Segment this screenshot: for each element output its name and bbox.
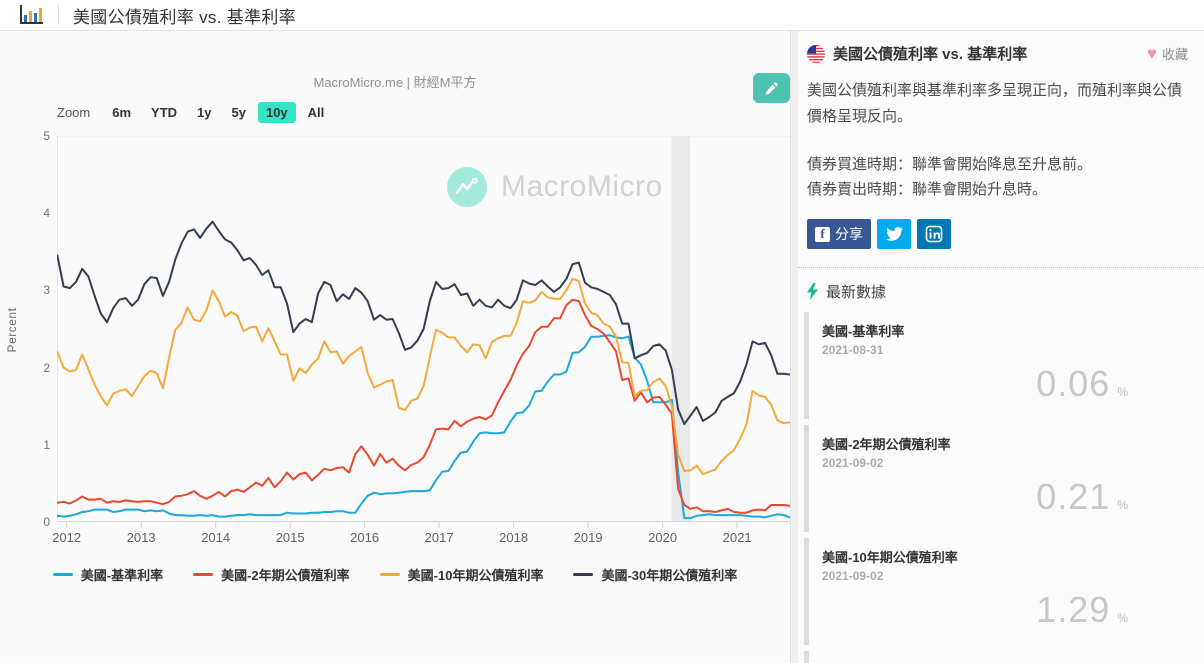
- x-axis-tick-label: 2012: [52, 530, 82, 545]
- favorite-button[interactable]: ♥ 收藏: [1147, 44, 1188, 63]
- y-axis-tick-label: 3: [43, 283, 50, 298]
- latest-data-card: 美國-30年期公債殖利率 2021-09-02 1.91%: [804, 651, 1188, 663]
- legend-item[interactable]: 美國-基準利率: [52, 565, 164, 584]
- legend-label: 美國-10年期公債殖利率: [407, 568, 544, 583]
- linkedin-icon: [925, 225, 943, 243]
- sidebar-scrollbar[interactable]: [791, 31, 798, 663]
- zoom-label: Zoom: [57, 105, 91, 120]
- chart-description: 美國公債殖利率與基準利率多呈現正向，而殖利率與公債價格呈現反向。: [807, 82, 1183, 125]
- sidebar-title: 美國公債殖利率 vs. 基準利率: [833, 46, 1028, 63]
- legend-label: 美國-30年期公債殖利率: [601, 568, 738, 583]
- share-buttons: f 分享: [807, 219, 1188, 250]
- series-line: [56, 277, 791, 476]
- twitter-icon: [885, 227, 903, 241]
- x-axis-tick-label: 2015: [275, 530, 305, 545]
- divider: [798, 267, 1204, 269]
- watermark-text: MacroMicro: [501, 170, 663, 203]
- divider: [58, 5, 59, 25]
- chart-plot-area[interactable]: [56, 135, 791, 533]
- x-axis-tick-label: 2013: [126, 530, 156, 545]
- series-line: [56, 220, 791, 425]
- series-line: [56, 334, 791, 520]
- data-date: 2021-09-02: [822, 456, 884, 471]
- legend-label: 美國-基準利率: [80, 568, 164, 583]
- latest-data-card: 美國-2年期公債殖利率 2021-09-02 0.21%: [804, 425, 1188, 533]
- latest-data-list: 美國-基準利率 2021-08-31 0.06% 美國-2年期公債殖利率 202…: [804, 312, 1188, 663]
- y-axis-tick-label: 1: [43, 437, 50, 452]
- zoom-option-6m[interactable]: 6m: [104, 102, 139, 123]
- latest-data-card: 美國-10年期公債殖利率 2021-09-02 1.29%: [804, 538, 1188, 646]
- latest-data-card: 美國-基準利率 2021-08-31 0.06%: [804, 312, 1188, 420]
- y-axis-title: Percent: [5, 307, 19, 353]
- series-line: [56, 298, 791, 514]
- latest-data-header: 最新數據: [807, 268, 1188, 312]
- lightning-icon: [807, 283, 818, 301]
- y-axis-tick-label: 0: [43, 515, 50, 529]
- chart-panel: MacroMicro.me | 財經M平方 Zoom 6m YTD 1y 5y 10y A…: [0, 31, 791, 663]
- us-flag-icon: [807, 44, 825, 63]
- data-value: 0.21: [1036, 476, 1111, 518]
- chart-attribution: MacroMicro.me | 財經M平方: [313, 75, 477, 90]
- facebook-icon: f: [815, 226, 830, 242]
- data-value: 0.06: [1036, 363, 1111, 405]
- zoom-option-5y[interactable]: 5y: [224, 102, 254, 123]
- sidebar: 美國公債殖利率 vs. 基準利率 ♥ 收藏 美國公債殖利率與基準利率多呈現正向，…: [790, 31, 1204, 663]
- legend-swatch: [573, 573, 594, 576]
- y-axis-tick-label: 2: [43, 360, 50, 375]
- facebook-share-button[interactable]: f 分享: [807, 219, 871, 250]
- x-axis-tick-label: 2019: [573, 530, 603, 545]
- heart-icon: ♥: [1146, 44, 1157, 63]
- zoom-option-10y[interactable]: 10y: [257, 102, 296, 123]
- legend-item[interactable]: 美國-10年期公債殖利率: [379, 565, 544, 584]
- x-axis-tick-label: 2016: [350, 530, 380, 545]
- bar-chart-icon[interactable]: [18, 4, 44, 26]
- x-axis-tick-label: 2018: [499, 530, 529, 545]
- chart-legend: 美國-基準利率 美國-2年期公債殖利率 美國-10年期公債殖利率 美國-30年期公債殖…: [0, 565, 790, 584]
- tip-buy: 債券買進時期：聯準會開始降息至升息前。: [807, 155, 1093, 173]
- watermark: MacroMicro: [447, 167, 663, 207]
- y-axis-tick-label: 4: [43, 206, 50, 221]
- data-unit: %: [1117, 498, 1128, 513]
- x-axis-tick-label: 2014: [201, 530, 231, 545]
- trading-tips: 債券買進時期：聯準會開始降息至升息前。 債券賣出時期：聯準會開始升息時。: [807, 152, 1188, 204]
- data-date: 2021-09-02: [822, 569, 884, 584]
- y-axis-tick-label: 5: [43, 129, 50, 143]
- data-unit: %: [1117, 385, 1128, 400]
- legend-item[interactable]: 美國-30年期公債殖利率: [573, 565, 737, 584]
- legend-swatch: [379, 573, 400, 576]
- data-date: 2021-08-31: [822, 343, 884, 358]
- series-name: 美國-10年期公債殖利率: [822, 550, 958, 566]
- series-name: 美國-基準利率: [822, 324, 905, 340]
- x-axis-tick-label: 2020: [648, 530, 678, 545]
- linkedin-share-button[interactable]: [917, 219, 951, 250]
- zoom-option-1y[interactable]: 1y: [189, 102, 219, 123]
- tip-sell: 債券賣出時期：聯準會開始升息時。: [807, 181, 1048, 199]
- zoom-controls: Zoom 6m YTD 1y 5y 10y All: [57, 102, 336, 123]
- data-unit: %: [1117, 611, 1128, 626]
- data-value: 1.29: [1036, 589, 1111, 631]
- recession-band: [671, 136, 691, 522]
- zoom-option-all[interactable]: All: [300, 102, 333, 123]
- legend-swatch: [193, 573, 214, 576]
- legend-label: 美國-2年期公債殖利率: [221, 568, 350, 583]
- page-title: 美國公債殖利率 vs. 基準利率: [73, 7, 296, 27]
- favorite-label: 收藏: [1161, 47, 1188, 62]
- series-name: 美國-2年期公債殖利率: [822, 437, 951, 453]
- zoom-option-ytd[interactable]: YTD: [143, 102, 185, 123]
- legend-item[interactable]: 美國-2年期公債殖利率: [193, 565, 350, 584]
- x-axis-tick-label: 2021: [722, 530, 752, 545]
- x-axis-tick-label: 2017: [424, 530, 454, 545]
- top-bar: 美國公債殖利率 vs. 基準利率: [0, 0, 1204, 31]
- legend-swatch: [52, 573, 73, 576]
- edit-chart-button[interactable]: [753, 73, 790, 103]
- macromicro-logo-icon: [447, 167, 487, 207]
- twitter-share-button[interactable]: [877, 219, 911, 250]
- pencil-icon: [765, 81, 778, 95]
